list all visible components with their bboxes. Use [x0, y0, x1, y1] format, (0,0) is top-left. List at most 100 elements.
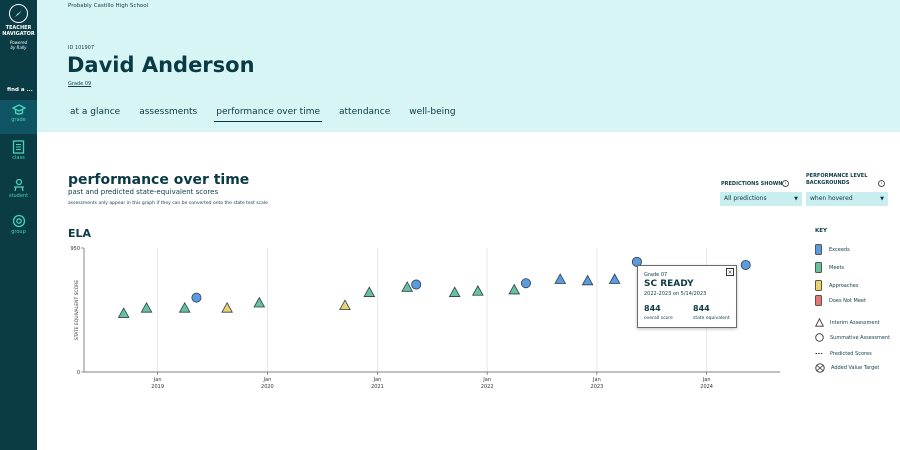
backgrounds-label-line1: PERFORMANCE LEVEL [806, 173, 868, 179]
sidebar-item-label: grade [11, 117, 26, 123]
x-tick-label-year: 2021 [371, 384, 384, 390]
interim-point [178, 302, 191, 313]
y-tick-label: 950 [70, 246, 80, 252]
brand-name-line1: TEACHER [5, 25, 32, 31]
student-name: David Anderson [67, 53, 255, 77]
x-tick-label-month: Jan [373, 377, 382, 383]
backgrounds-select-value: when hovered [810, 195, 853, 202]
summative-point [191, 292, 202, 303]
x-tick-label-year: 2022 [481, 384, 494, 390]
predictions-select-value: All predictions [724, 195, 767, 202]
predictions-label: PREDICTIONS SHOWN [721, 181, 783, 187]
x-tick-label-month: Jan [263, 377, 272, 383]
meets-swatch [815, 262, 822, 273]
tooltip-state-score: 844 [693, 304, 710, 313]
group-icon [12, 214, 25, 228]
interim-point [508, 283, 521, 295]
x-tick-label-year: 2020 [261, 384, 274, 390]
page-note: assessments only appear in this graph if… [68, 201, 268, 206]
summative-point [631, 256, 642, 267]
interim-point [581, 274, 594, 286]
summative-point [740, 259, 751, 270]
tab-assessments[interactable]: assessments [139, 107, 198, 117]
backgrounds-label-line2: BACKGROUNDS [806, 180, 850, 186]
summative-point [520, 278, 531, 289]
legend-label: Added Value Target [831, 365, 880, 371]
tab-well-being[interactable]: well-being [409, 107, 456, 117]
legend-item-predicted: Predicted Scores [815, 349, 872, 358]
does-not-meet-swatch [815, 295, 822, 306]
sidebar-item-label: group [11, 229, 26, 235]
grade-icon [11, 104, 26, 115]
tooltip-overall-label: overall score [644, 316, 673, 321]
legend-item-exceeds: Exceeds [815, 244, 850, 255]
backgrounds-select[interactable]: when hovered ▼ [806, 192, 888, 206]
find-label: find a ... [7, 87, 33, 93]
interim-point [608, 273, 621, 284]
x-tick-label-year: 2019 [151, 384, 164, 390]
interim-point [221, 302, 233, 313]
sidebar: TEACHER NAVIGATOR Powered by Rally find … [0, 0, 37, 450]
summative-point [411, 279, 422, 290]
legend-label: Does Not Meet [829, 297, 866, 304]
predictions-select[interactable]: All predictions ▼ [720, 192, 802, 206]
x-tick-label-month: Jan [482, 377, 491, 383]
legend-label: Approaches [829, 282, 859, 289]
interim-point [117, 307, 130, 318]
approaches-swatch [815, 280, 822, 291]
tab-at-a-glance[interactable]: at a glance [70, 107, 121, 117]
score-tooltip: × Grade 07 SC READY 2022-2023 on 5/14/20… [637, 265, 737, 328]
student-icon [13, 178, 24, 192]
sidebar-item-grade[interactable]: grade [0, 100, 37, 134]
x-tick-label-month: Jan [702, 377, 711, 383]
legend-item-added-value: Added Value Target [815, 363, 879, 373]
backgrounds-info-icon[interactable]: i [878, 180, 885, 187]
close-icon[interactable]: × [726, 268, 734, 276]
sidebar-item-group[interactable]: group [0, 210, 37, 244]
interim-point [363, 286, 376, 297]
x-tick-label-year: 2024 [700, 384, 713, 390]
tooltip-test-name: SC READY [644, 279, 694, 289]
x-tick-label-month: Jan [153, 377, 162, 383]
legend-label: Summative Assessment [830, 334, 891, 341]
interim-point [339, 299, 351, 310]
compass-icon[interactable] [9, 4, 28, 23]
class-icon [12, 140, 25, 154]
sidebar-item-class[interactable]: class [0, 136, 37, 170]
legend-item-summative: Summative Assessment [815, 333, 890, 342]
school-name: Probably Castillo High School [68, 3, 149, 9]
legend-title: KEY [815, 228, 828, 234]
sidebar-item-label: class [12, 155, 25, 161]
interim-point [448, 286, 461, 297]
powered-by-line2: by Rally [10, 45, 27, 50]
tab-performance-over-time[interactable]: performance over time [214, 107, 323, 122]
section-title: ELA [68, 227, 92, 240]
caret-down-icon: ▼ [880, 196, 884, 202]
grade-link[interactable]: Grade 09 [68, 81, 92, 87]
legend-label: Predicted Scores [830, 350, 872, 357]
predictions-info-icon[interactable]: i [782, 180, 789, 187]
circle-icon [815, 333, 824, 342]
y-axis-label: STATE EQUIVALENT SCORE [74, 280, 80, 340]
tab-attendance[interactable]: attendance [339, 107, 391, 117]
x-tick-label-month: Jan [592, 377, 601, 383]
x-tick-label-year: 2023 [591, 384, 604, 390]
y-tick-label: 0 [77, 370, 80, 376]
student-header: Probably Castillo High School ID 101907 … [37, 0, 900, 132]
tooltip-date: 2022-2023 on 5/14/2023 [644, 291, 707, 297]
interim-point [554, 273, 567, 284]
legend-item-meets: Meets [815, 262, 844, 273]
interim-point [471, 285, 484, 296]
tooltip-state-label: state equivalent [693, 316, 730, 321]
legend-item-does-not-meet: Does Not Meet [815, 295, 866, 306]
student-id: ID 101907 [68, 45, 95, 51]
powered-by-line1: Powered [9, 40, 28, 45]
dashed-line-icon [815, 353, 824, 354]
legend-label: Interim Assessment [830, 319, 880, 326]
page-subtitle: past and predicted state-equivalent scor… [68, 188, 219, 196]
brand-name-line2: NAVIGATOR [2, 31, 35, 37]
exceeds-swatch [815, 244, 822, 255]
sidebar-item-student[interactable]: student [0, 174, 37, 208]
tab-bar: at a glance assessments performance over… [68, 107, 473, 123]
legend-item-approaches: Approaches [815, 280, 858, 291]
